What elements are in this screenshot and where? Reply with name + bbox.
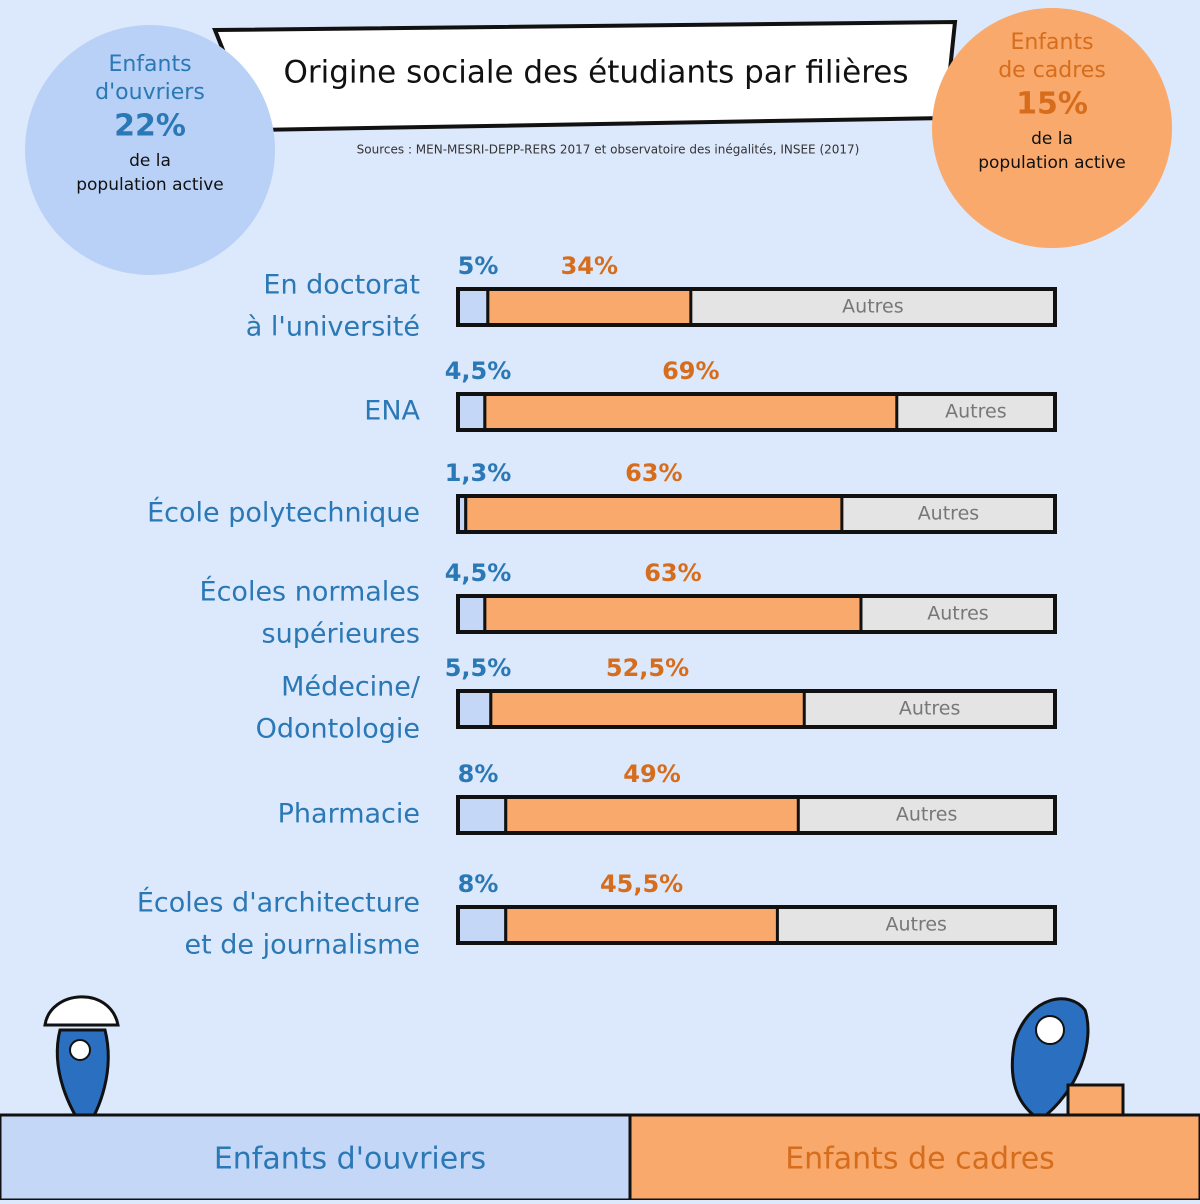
category-label: Odontologie (256, 714, 420, 745)
category-label: Pharmacie (278, 799, 420, 830)
annotation-title: Enfants (108, 52, 191, 77)
annotation-value: 15% (1016, 87, 1088, 122)
bar-outline (456, 689, 1057, 729)
value-label: 1,3% (445, 459, 512, 487)
bar-outline (456, 795, 1057, 835)
bar-segment (483, 392, 899, 432)
category-label: En doctorat (263, 270, 420, 301)
bar-outline (456, 494, 1057, 534)
bar-segment (483, 594, 863, 634)
category-label: à l'université (246, 312, 420, 343)
annotation-title: de cadres (998, 58, 1106, 83)
category-label: École polytechnique (147, 497, 420, 529)
remainder-label: Autres (885, 914, 946, 936)
legend-panel-managers (628, 1113, 1200, 1202)
value-label: 8% (458, 870, 499, 898)
bar-segment (464, 494, 844, 534)
value-label: 45,5% (600, 870, 683, 898)
bar-segment (489, 689, 806, 729)
remainder-label: Autres (918, 503, 979, 525)
value-label: 5% (458, 252, 499, 280)
bar-outline (456, 594, 1057, 634)
value-label: 49% (623, 760, 680, 788)
bar-segment (456, 594, 487, 634)
value-label: 34% (561, 252, 618, 280)
annotation-text: population active (76, 175, 224, 195)
chart-title: Origine sociale des étudiants par filièr… (283, 55, 908, 91)
bar-segment (456, 795, 508, 835)
bar-segment (456, 905, 508, 945)
annotation-value: 22% (114, 109, 186, 144)
category-label: ENA (364, 396, 420, 427)
value-label: 5,5% (445, 654, 512, 682)
remainder-label: Autres (896, 804, 957, 826)
value-label: 4,5% (445, 357, 512, 385)
bar-segment (486, 287, 693, 327)
value-label: 69% (662, 357, 719, 385)
value-label: 8% (458, 760, 499, 788)
annotation-title: Enfants (1010, 30, 1093, 55)
bar-segment (456, 689, 493, 729)
category-label: Écoles normales (200, 576, 420, 608)
category-label: et de journalisme (184, 930, 420, 961)
category-label: Écoles d'architecture (137, 887, 420, 919)
value-label: 52,5% (606, 654, 689, 682)
bar-outline (456, 905, 1057, 945)
remainder-label: Autres (842, 296, 903, 318)
value-label: 63% (644, 559, 701, 587)
category-label: Médecine/ (281, 672, 421, 703)
managers-circle (932, 8, 1172, 248)
category-label: supérieures (262, 619, 420, 650)
workers-circle (25, 25, 275, 275)
annotation-text: de la (129, 151, 171, 171)
annotation-title: d'ouvriers (95, 80, 205, 105)
annotation-text: de la (1031, 129, 1073, 149)
value-label: 4,5% (445, 559, 512, 587)
remainder-label: Autres (899, 698, 960, 720)
chart-subtitle: Sources : MEN-MESRI-DEPP-RERS 2017 et ob… (357, 143, 860, 157)
bar-outline (456, 392, 1057, 432)
bar-segment (456, 287, 490, 327)
legend-label: Enfants d'ouvriers (214, 1142, 486, 1177)
bar-outline (456, 287, 1057, 327)
annotation-text: population active (978, 153, 1126, 173)
bar-segment (456, 392, 487, 432)
remainder-label: Autres (927, 603, 988, 625)
value-label: 63% (625, 459, 682, 487)
remainder-label: Autres (945, 401, 1006, 423)
bar-segment (504, 905, 779, 945)
mascot-left (43, 995, 120, 1133)
legend-label: Enfants de cadres (785, 1142, 1055, 1177)
bar-segment (504, 795, 800, 835)
